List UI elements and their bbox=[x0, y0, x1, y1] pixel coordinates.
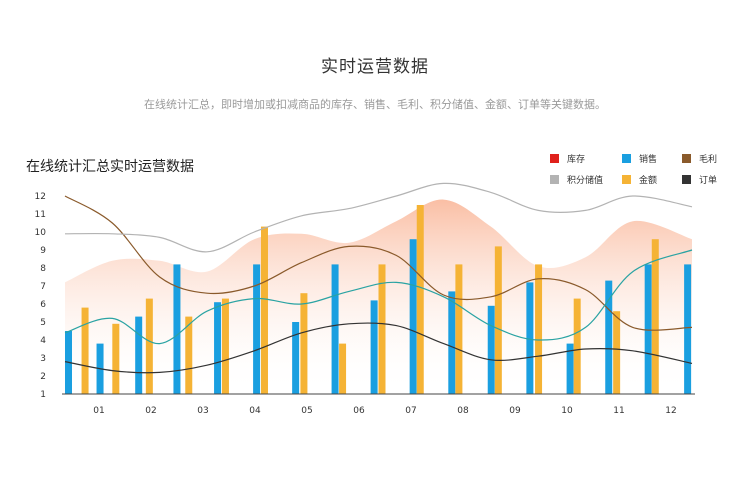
bar-金额 bbox=[494, 246, 502, 394]
bar-金额 bbox=[185, 316, 193, 394]
bar-金额 bbox=[81, 307, 89, 394]
legend-label: 金额 bbox=[639, 176, 658, 186]
legend-item: 金额 bbox=[622, 173, 682, 186]
line-series-积分储值 bbox=[64, 182, 693, 253]
legend-swatch bbox=[550, 154, 559, 163]
bar-销售 bbox=[135, 316, 143, 394]
bar-金额 bbox=[416, 205, 424, 394]
bar-金额 bbox=[573, 298, 581, 394]
x-tick-label: 09 bbox=[509, 406, 521, 416]
y-tick-label: 11 bbox=[35, 210, 46, 220]
legend-item: 毛利 bbox=[682, 152, 742, 165]
x-tick-label: 02 bbox=[145, 406, 156, 416]
bar-金额 bbox=[339, 343, 347, 394]
legend-item: 积分储值 bbox=[550, 173, 622, 186]
x-tick-label: 08 bbox=[457, 406, 469, 416]
line-series-订单 bbox=[64, 322, 693, 374]
legend-item: 销售 bbox=[622, 152, 682, 165]
x-tick-label: 04 bbox=[249, 406, 261, 416]
legend-label: 订单 bbox=[699, 176, 718, 186]
legend-label: 库存 bbox=[567, 155, 586, 165]
y-tick-label: 6 bbox=[40, 300, 46, 310]
bar-金额 bbox=[260, 226, 268, 394]
legend-label: 毛利 bbox=[699, 155, 718, 165]
y-tick-label: 12 bbox=[35, 192, 46, 202]
x-tick-label: 11 bbox=[613, 406, 624, 416]
x-tick-label: 05 bbox=[301, 406, 312, 416]
bar-销售 bbox=[409, 239, 417, 394]
bar-金额 bbox=[613, 311, 621, 394]
bar-销售 bbox=[684, 264, 692, 394]
y-tick-label: 1 bbox=[40, 390, 46, 400]
bar-销售 bbox=[331, 264, 339, 394]
chart-legend: 库存 销售 毛利积分储值 金额 订单 bbox=[550, 152, 740, 186]
bar-销售 bbox=[644, 264, 652, 394]
page-subtitle: 在线统计汇总，即时增加或扣减商品的库存、销售、毛利、积分储值、金额、订单等关键数… bbox=[144, 98, 606, 111]
y-tick-label: 8 bbox=[40, 264, 46, 274]
x-tick-label: 06 bbox=[353, 406, 365, 416]
y-tick-label: 4 bbox=[40, 336, 46, 346]
bar-金额 bbox=[112, 323, 120, 394]
x-tick-label: 01 bbox=[93, 406, 104, 416]
legend-swatch bbox=[682, 175, 691, 184]
bar-销售 bbox=[566, 343, 574, 394]
bar-金额 bbox=[221, 298, 229, 394]
bar-金额 bbox=[535, 264, 543, 394]
x-tick-label: 12 bbox=[665, 406, 676, 416]
y-tick-label: 2 bbox=[40, 372, 46, 382]
bar-销售 bbox=[253, 264, 261, 394]
bar-金额 bbox=[651, 239, 659, 394]
x-tick-label: 03 bbox=[197, 406, 208, 416]
legend-label: 销售 bbox=[639, 155, 658, 165]
legend-swatch bbox=[622, 175, 631, 184]
bar-金额 bbox=[455, 264, 463, 394]
y-tick-label: 9 bbox=[40, 246, 46, 256]
bar-销售 bbox=[292, 322, 300, 394]
line-series-毛利 bbox=[64, 195, 693, 331]
bar-金额 bbox=[145, 298, 153, 394]
y-tick-label: 7 bbox=[40, 282, 46, 292]
legend-item: 库存 bbox=[550, 152, 622, 165]
x-tick-label: 07 bbox=[405, 406, 416, 416]
bar-销售 bbox=[487, 305, 495, 394]
legend-label: 积分储值 bbox=[567, 176, 604, 186]
line-series-teal bbox=[64, 249, 693, 345]
bar-销售 bbox=[370, 300, 378, 394]
legend-swatch bbox=[622, 154, 631, 163]
bar-金额 bbox=[300, 293, 308, 394]
y-tick-label: 3 bbox=[40, 354, 46, 364]
x-tick-label: 10 bbox=[561, 406, 573, 416]
y-tick-label: 10 bbox=[35, 228, 47, 238]
legend-item: 订单 bbox=[682, 173, 742, 186]
bar-销售 bbox=[605, 280, 613, 394]
bar-销售 bbox=[173, 264, 181, 394]
y-tick-label: 5 bbox=[40, 318, 46, 328]
chart-title: 在线统计汇总实时运营数据 bbox=[26, 159, 194, 175]
legend-swatch bbox=[682, 154, 691, 163]
legend-swatch bbox=[550, 175, 559, 184]
page-title: 实时运营数据 bbox=[321, 57, 429, 77]
bar-销售 bbox=[214, 302, 222, 394]
bar-销售 bbox=[448, 291, 456, 394]
bar-销售 bbox=[526, 282, 534, 394]
bar-金额 bbox=[378, 264, 386, 394]
